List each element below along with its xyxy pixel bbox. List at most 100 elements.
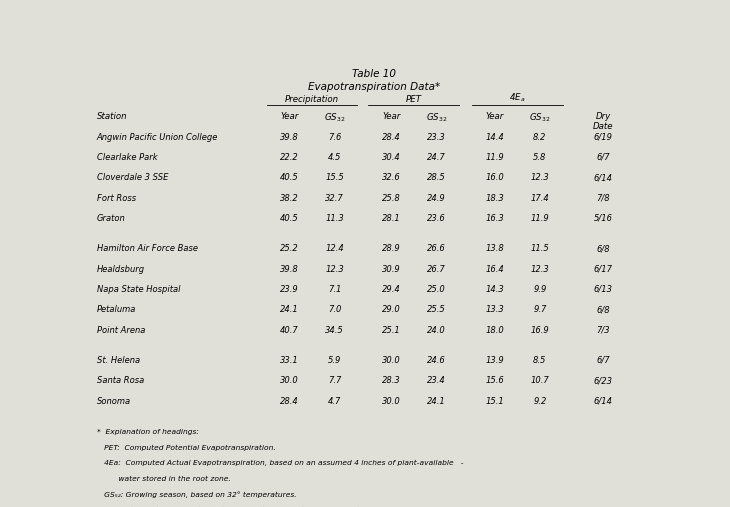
Text: 29.0: 29.0 xyxy=(382,305,401,314)
Text: 4Ea:  Computed Actual Evapotranspiration, based on an assumed 4 inches of plant-: 4Ea: Computed Actual Evapotranspiration,… xyxy=(97,460,464,466)
Text: 4E$_a$: 4E$_a$ xyxy=(509,91,526,104)
Text: 29.4: 29.4 xyxy=(382,285,401,294)
Text: 8.2: 8.2 xyxy=(533,133,547,141)
Text: 32.6: 32.6 xyxy=(382,173,401,183)
Text: 7.0: 7.0 xyxy=(328,305,341,314)
Text: 11.9: 11.9 xyxy=(531,214,549,223)
Text: 24.1: 24.1 xyxy=(280,305,299,314)
Text: 16.0: 16.0 xyxy=(485,173,504,183)
Text: Napa State Hospital: Napa State Hospital xyxy=(97,285,180,294)
Text: 28.5: 28.5 xyxy=(427,173,446,183)
Text: water stored in the root zone.: water stored in the root zone. xyxy=(97,476,231,482)
Text: PET: PET xyxy=(406,95,422,104)
Text: 28.1: 28.1 xyxy=(382,214,401,223)
Text: Evapotranspiration Data*: Evapotranspiration Data* xyxy=(308,82,440,92)
Text: Cloverdale 3 SSE: Cloverdale 3 SSE xyxy=(97,173,169,183)
Text: 25.8: 25.8 xyxy=(382,194,401,203)
Text: 13.3: 13.3 xyxy=(485,305,504,314)
Text: St. Helena: St. Helena xyxy=(97,356,140,365)
Text: 26.6: 26.6 xyxy=(427,244,446,254)
Text: 25.1: 25.1 xyxy=(382,325,401,335)
Text: Sonoma: Sonoma xyxy=(97,396,131,406)
Text: 24.0: 24.0 xyxy=(427,325,446,335)
Text: 23.4: 23.4 xyxy=(427,376,446,385)
Text: 30.0: 30.0 xyxy=(280,376,299,385)
Text: 9.7: 9.7 xyxy=(533,305,547,314)
Text: Angwin Pacific Union College: Angwin Pacific Union College xyxy=(97,133,218,141)
Text: 40.5: 40.5 xyxy=(280,173,299,183)
Text: 5.9: 5.9 xyxy=(328,356,341,365)
Text: Hamilton Air Force Base: Hamilton Air Force Base xyxy=(97,244,198,254)
Text: 23.3: 23.3 xyxy=(427,133,446,141)
Text: Healdsburg: Healdsburg xyxy=(97,265,145,274)
Text: 38.2: 38.2 xyxy=(280,194,299,203)
Text: 7.7: 7.7 xyxy=(328,376,341,385)
Text: 6/13: 6/13 xyxy=(593,285,612,294)
Text: 6/7: 6/7 xyxy=(596,356,610,365)
Text: GS$_{32}$: GS$_{32}$ xyxy=(426,112,447,124)
Text: 24.1: 24.1 xyxy=(427,396,446,406)
Text: 5.8: 5.8 xyxy=(533,153,547,162)
Text: Santa Rosa: Santa Rosa xyxy=(97,376,144,385)
Text: 9.9: 9.9 xyxy=(533,285,547,294)
Text: Precipitation: Precipitation xyxy=(285,95,339,104)
Text: 4.7: 4.7 xyxy=(328,396,341,406)
Text: 28.9: 28.9 xyxy=(382,244,401,254)
Text: 15.1: 15.1 xyxy=(485,396,504,406)
Text: Year: Year xyxy=(280,112,299,121)
Text: 23.6: 23.6 xyxy=(427,214,446,223)
Text: 25.0: 25.0 xyxy=(427,285,446,294)
Text: Clearlake Park: Clearlake Park xyxy=(97,153,158,162)
Text: 15.5: 15.5 xyxy=(325,173,344,183)
Text: Dry
Date: Dry Date xyxy=(593,112,613,131)
Text: 24.7: 24.7 xyxy=(427,153,446,162)
Text: 12.3: 12.3 xyxy=(325,265,344,274)
Text: 7/3: 7/3 xyxy=(596,325,610,335)
Text: 26.7: 26.7 xyxy=(427,265,446,274)
Text: 11.5: 11.5 xyxy=(531,244,549,254)
Text: 15.6: 15.6 xyxy=(485,376,504,385)
Text: GS$_{32}$: GS$_{32}$ xyxy=(324,112,345,124)
Text: 11.3: 11.3 xyxy=(325,214,344,223)
Text: 6/14: 6/14 xyxy=(593,173,612,183)
Text: 22.2: 22.2 xyxy=(280,153,299,162)
Text: 12.4: 12.4 xyxy=(325,244,344,254)
Text: Petaluma: Petaluma xyxy=(97,305,137,314)
Text: 6/17: 6/17 xyxy=(593,265,612,274)
Text: 6/7: 6/7 xyxy=(596,153,610,162)
Text: 24.6: 24.6 xyxy=(427,356,446,365)
Text: 39.8: 39.8 xyxy=(280,265,299,274)
Text: 4.5: 4.5 xyxy=(328,153,341,162)
Text: 9.2: 9.2 xyxy=(533,396,547,406)
Text: 30.9: 30.9 xyxy=(382,265,401,274)
Text: 23.9: 23.9 xyxy=(280,285,299,294)
Text: 30.0: 30.0 xyxy=(382,356,401,365)
Text: 11.9: 11.9 xyxy=(485,153,504,162)
Text: Fort Ross: Fort Ross xyxy=(97,194,136,203)
Text: 13.9: 13.9 xyxy=(485,356,504,365)
Text: 7.6: 7.6 xyxy=(328,133,341,141)
Text: Year: Year xyxy=(382,112,400,121)
Text: 12.3: 12.3 xyxy=(531,173,549,183)
Text: 6/23: 6/23 xyxy=(593,376,612,385)
Text: 24.9: 24.9 xyxy=(427,194,446,203)
Text: 33.1: 33.1 xyxy=(280,356,299,365)
Text: Table 10: Table 10 xyxy=(352,69,396,80)
Text: 40.7: 40.7 xyxy=(280,325,299,335)
Text: 14.4: 14.4 xyxy=(485,133,504,141)
Text: 25.2: 25.2 xyxy=(280,244,299,254)
Text: 6/8: 6/8 xyxy=(596,244,610,254)
Text: *  Explanation of headings:: * Explanation of headings: xyxy=(97,429,199,435)
Text: 14.3: 14.3 xyxy=(485,285,504,294)
Text: 18.3: 18.3 xyxy=(485,194,504,203)
Text: 32.7: 32.7 xyxy=(325,194,344,203)
Text: 28.4: 28.4 xyxy=(382,133,401,141)
Text: 6/19: 6/19 xyxy=(593,133,612,141)
Text: 40.5: 40.5 xyxy=(280,214,299,223)
Text: 6/8: 6/8 xyxy=(596,305,610,314)
Text: 16.3: 16.3 xyxy=(485,214,504,223)
Text: 12.3: 12.3 xyxy=(531,265,549,274)
Text: GS₅₂: Growing season, based on 32° temperatures.: GS₅₂: Growing season, based on 32° tempe… xyxy=(97,491,296,498)
Text: 17.4: 17.4 xyxy=(531,194,549,203)
Text: 5/16: 5/16 xyxy=(593,214,612,223)
